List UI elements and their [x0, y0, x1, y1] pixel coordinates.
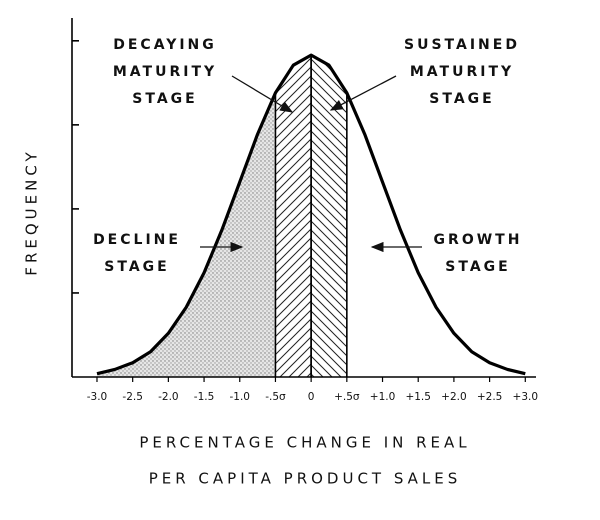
- x-tick-label: +2.5: [477, 391, 503, 403]
- x-tick-label: +1.5: [405, 391, 431, 403]
- x-tick-label: -3.0: [87, 391, 108, 403]
- annotation-arrow: [329, 75, 397, 111]
- x-axis-label: PER CAPITA PRODUCT SALES: [149, 470, 462, 488]
- x-tick-label: +2.0: [441, 391, 467, 403]
- annotation: DECLINE: [93, 232, 181, 248]
- annotation: MATURITY: [410, 64, 514, 80]
- annotation: STAGE: [104, 259, 169, 275]
- annotation: GROWTH: [434, 232, 523, 248]
- curve: [96, 53, 526, 376]
- x-tick-label: -1.0: [230, 391, 251, 403]
- region: [96, 92, 276, 378]
- region: [311, 55, 347, 377]
- x-tick-label: -2.5: [122, 391, 143, 403]
- annotation: MATURITY: [113, 64, 217, 80]
- x-tick-label: -2.0: [158, 391, 179, 403]
- x-tick-label: +3.0: [513, 391, 539, 403]
- x-tick-label: +.5σ: [334, 391, 360, 403]
- annotation: DECAYING: [113, 37, 217, 53]
- y-axis-label: FREQUENCY: [23, 148, 41, 275]
- annotation: STAGE: [132, 91, 197, 107]
- region: [275, 55, 312, 377]
- annotation: SUSTAINED: [404, 37, 520, 53]
- annotation: STAGE: [429, 91, 494, 107]
- x-tick-label: +1.0: [370, 391, 396, 403]
- x-tick-label: -.5σ: [265, 391, 286, 403]
- x-axis-label: PERCENTAGE CHANGE IN REAL: [139, 434, 470, 452]
- annotation-arrow: [231, 75, 294, 113]
- x-tick-label: -1.5: [194, 391, 215, 403]
- annotation: STAGE: [445, 259, 510, 275]
- x-tick-label: 0: [308, 391, 315, 403]
